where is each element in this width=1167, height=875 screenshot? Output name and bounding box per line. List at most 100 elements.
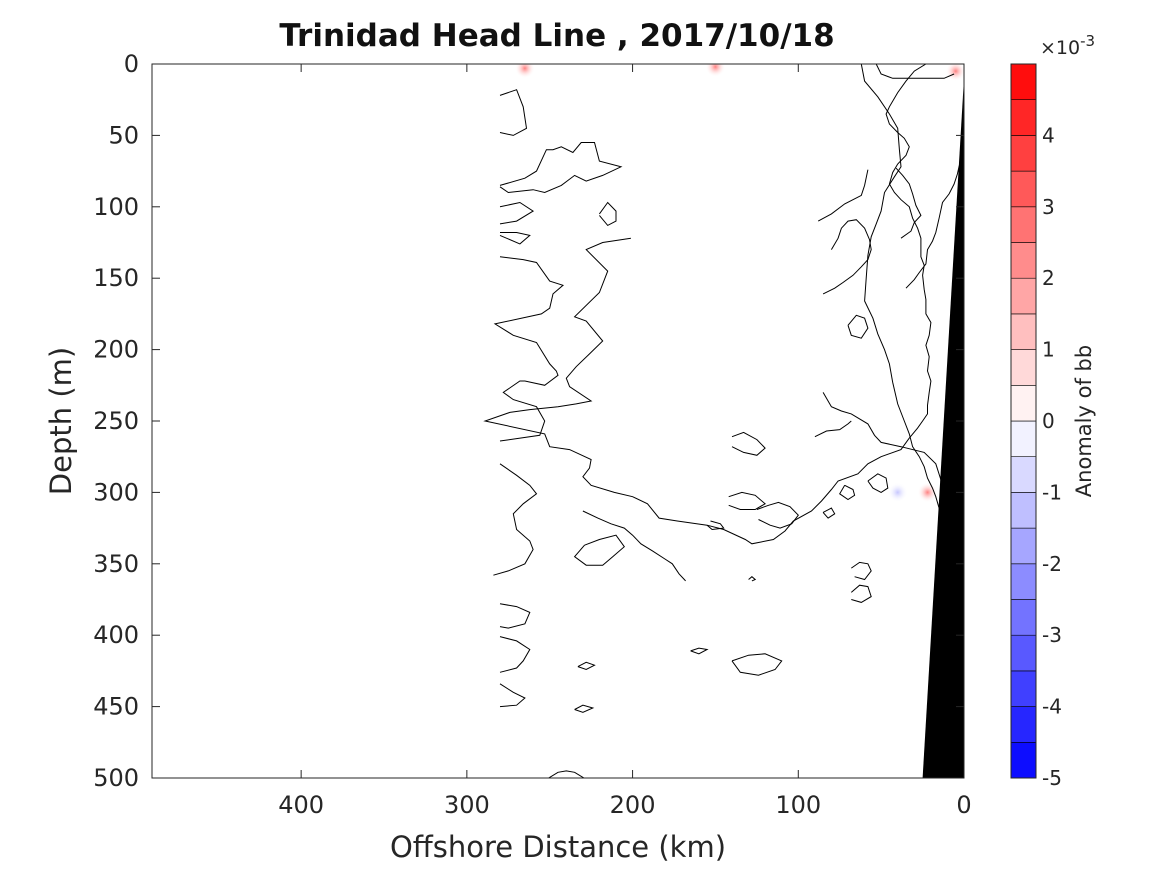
colorbar-level-2 xyxy=(1010,670,1037,707)
contour-line-32 xyxy=(493,463,538,576)
contour-line-3 xyxy=(499,232,531,245)
x-tick-label: 100 xyxy=(775,791,821,819)
colorbar-tick-label: -3 xyxy=(1042,623,1062,647)
y-tick-label: 450 xyxy=(93,693,139,721)
y-tick-label: 400 xyxy=(93,621,139,649)
contour-line-28 xyxy=(577,661,596,671)
colorbar-level-6 xyxy=(1010,527,1037,565)
colorbar: -5 -4 -3 -2 -1 0 1 2 3 4 xyxy=(1010,63,1062,790)
contour-line-21 xyxy=(850,584,872,603)
colorbar-exponent-power: -3 xyxy=(1080,32,1095,50)
colorbar-level-16 xyxy=(1010,170,1037,208)
y-tick-label: 200 xyxy=(93,336,139,364)
colorbar-level-7 xyxy=(1010,492,1037,529)
colorbar-tick-label: 4 xyxy=(1042,123,1055,147)
colorbar-level-4 xyxy=(1010,599,1037,636)
contour-line-13 xyxy=(847,314,869,339)
y-tick-label: 0 xyxy=(124,50,139,78)
colorbar-tick-label: 2 xyxy=(1042,266,1055,290)
contour-line-30 xyxy=(690,647,709,655)
contour-line-8 xyxy=(875,64,955,79)
contour-line-2 xyxy=(499,201,535,225)
contour-line-1 xyxy=(499,142,623,194)
plot-area xyxy=(152,64,964,778)
anomaly-blob-3 xyxy=(514,64,535,79)
seafloor-bathymetry xyxy=(922,78,964,778)
contour-line-14 xyxy=(814,420,852,438)
contour-line-17 xyxy=(839,484,856,501)
contour-line-24 xyxy=(706,520,725,531)
anomaly-blob-4 xyxy=(705,64,726,77)
colorbar-level-10 xyxy=(1010,384,1037,422)
y-tick-label: 250 xyxy=(93,407,139,435)
colorbar-label: Anomaly of bb xyxy=(1072,345,1096,497)
colorbar-tick-label: -4 xyxy=(1042,695,1062,719)
colorbar-level-17 xyxy=(1010,135,1037,172)
colorbar-level-1 xyxy=(1010,706,1037,743)
contour-line-22 xyxy=(731,431,766,456)
contour-line-33 xyxy=(499,603,531,629)
colorbar-tick-label: -5 xyxy=(1042,766,1062,790)
axes-layer: 400 300 200 100 0 0 50 100 150 200 250 300 350 400 450… xyxy=(93,50,971,819)
colorbar-level-13 xyxy=(1010,277,1037,315)
colorbar-tick-label: -1 xyxy=(1042,480,1062,504)
colorbar-level-12 xyxy=(1010,313,1037,350)
colorbar-level-15 xyxy=(1010,206,1037,243)
colorbar-level-3 xyxy=(1010,634,1037,672)
chart-title: Trinidad Head Line , 2017/10/18 xyxy=(279,18,834,54)
contour-line-15 xyxy=(822,219,872,295)
x-tick-label: 200 xyxy=(610,791,656,819)
y-tick-label: 300 xyxy=(93,478,139,506)
contour-line-16 xyxy=(756,501,799,529)
colorbar-tick-label: -2 xyxy=(1042,552,1062,576)
anomaly-blob-1 xyxy=(887,482,908,503)
y-tick-label: 100 xyxy=(93,193,139,221)
contour-line-34 xyxy=(499,636,531,673)
contour-line-26 xyxy=(573,534,625,566)
anomaly-blob-2 xyxy=(945,64,964,82)
plot-layer xyxy=(483,64,964,778)
contour-line-18 xyxy=(867,473,889,493)
colorbar-level-14 xyxy=(1010,242,1037,279)
contour-line-19 xyxy=(822,507,836,519)
x-tick-label: 300 xyxy=(444,791,490,819)
contour-line-9 xyxy=(895,167,922,239)
y-tick-label: 150 xyxy=(93,264,139,292)
colorbar-level-5 xyxy=(1010,563,1037,600)
y-tick-label: 500 xyxy=(93,764,139,792)
colorbar-level-19 xyxy=(1010,63,1037,101)
contour-line-7 xyxy=(860,64,945,547)
contour-line-36 xyxy=(547,770,585,778)
contour-line-10 xyxy=(905,160,962,289)
colorbar-level-8 xyxy=(1010,456,1037,493)
colorbar-tick-label: 1 xyxy=(1042,338,1055,362)
contour-line-0 xyxy=(499,89,528,136)
colorbar-exponent: ×10-3 xyxy=(1040,32,1095,59)
contour-line-20 xyxy=(851,561,872,581)
contour-line-25 xyxy=(582,510,686,582)
colorbar-level-9 xyxy=(1010,420,1037,458)
colorbar-level-0 xyxy=(1010,741,1037,779)
contour-line-31 xyxy=(748,576,757,582)
colorbar-frame xyxy=(1010,63,1037,779)
colorbar-exponent-base: ×10 xyxy=(1040,37,1080,59)
contour-line-6 xyxy=(483,64,932,545)
y-tick-label: 350 xyxy=(93,550,139,578)
contour-line-5 xyxy=(598,201,617,227)
contour-line-27 xyxy=(731,653,783,676)
contour-line-12 xyxy=(822,392,945,493)
contour-line-35 xyxy=(499,683,526,708)
contour-line-4 xyxy=(493,256,565,442)
y-axis-label: Depth (m) xyxy=(44,347,78,495)
contour-line-23 xyxy=(728,491,766,510)
x-axis-label: Offshore Distance (km) xyxy=(390,830,726,864)
x-tick-label: 0 xyxy=(956,791,971,819)
colorbar-tick-label: 0 xyxy=(1042,409,1055,433)
x-tick-label: 400 xyxy=(278,791,324,819)
contour-line-29 xyxy=(574,704,595,713)
colorbar-level-11 xyxy=(1010,349,1037,386)
contour-line-11 xyxy=(817,169,869,222)
colorbar-level-18 xyxy=(1010,99,1037,136)
y-tick-label: 50 xyxy=(108,121,139,149)
